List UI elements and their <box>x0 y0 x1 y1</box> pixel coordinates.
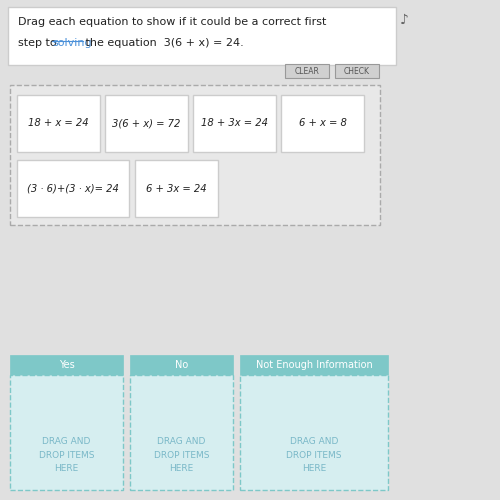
Bar <box>17 160 129 217</box>
Text: ♪: ♪ <box>400 13 409 27</box>
Bar <box>135 160 218 217</box>
Text: 6 + 3x = 24: 6 + 3x = 24 <box>146 184 207 194</box>
Bar <box>193 95 276 152</box>
Bar <box>8 7 396 65</box>
Bar <box>10 85 380 225</box>
Bar <box>10 355 123 375</box>
Text: DRAG AND
DROP ITEMS
HERE: DRAG AND DROP ITEMS HERE <box>154 438 209 472</box>
Text: Not Enough Information: Not Enough Information <box>256 360 372 370</box>
Bar <box>285 64 329 78</box>
Bar <box>335 64 379 78</box>
Bar <box>240 355 388 375</box>
Text: 6 + x = 8: 6 + x = 8 <box>298 118 346 128</box>
Text: CHECK: CHECK <box>344 66 370 76</box>
Text: DRAG AND
DROP ITEMS
HERE: DRAG AND DROP ITEMS HERE <box>286 438 342 472</box>
Text: (3 · 6)+(3 · x)= 24: (3 · 6)+(3 · x)= 24 <box>27 184 119 194</box>
Bar <box>10 375 123 490</box>
Text: CLEAR: CLEAR <box>294 66 320 76</box>
Text: 18 + x = 24: 18 + x = 24 <box>28 118 89 128</box>
Bar <box>130 375 233 490</box>
Text: 18 + 3x = 24: 18 + 3x = 24 <box>201 118 268 128</box>
Text: step to: step to <box>18 38 60 48</box>
Bar <box>130 355 233 375</box>
Text: Yes: Yes <box>58 360 74 370</box>
Text: Drag each equation to show if it could be a correct first: Drag each equation to show if it could b… <box>18 17 326 27</box>
Text: No: No <box>175 360 188 370</box>
Bar <box>105 95 188 152</box>
Text: the equation  3(6 + x) = 24.: the equation 3(6 + x) = 24. <box>82 38 244 48</box>
Bar <box>17 95 100 152</box>
Text: solving: solving <box>52 38 92 48</box>
Bar <box>281 95 364 152</box>
Bar <box>240 375 388 490</box>
Text: 3(6 + x) = 72: 3(6 + x) = 72 <box>112 118 180 128</box>
Text: DRAG AND
DROP ITEMS
HERE: DRAG AND DROP ITEMS HERE <box>39 438 94 472</box>
